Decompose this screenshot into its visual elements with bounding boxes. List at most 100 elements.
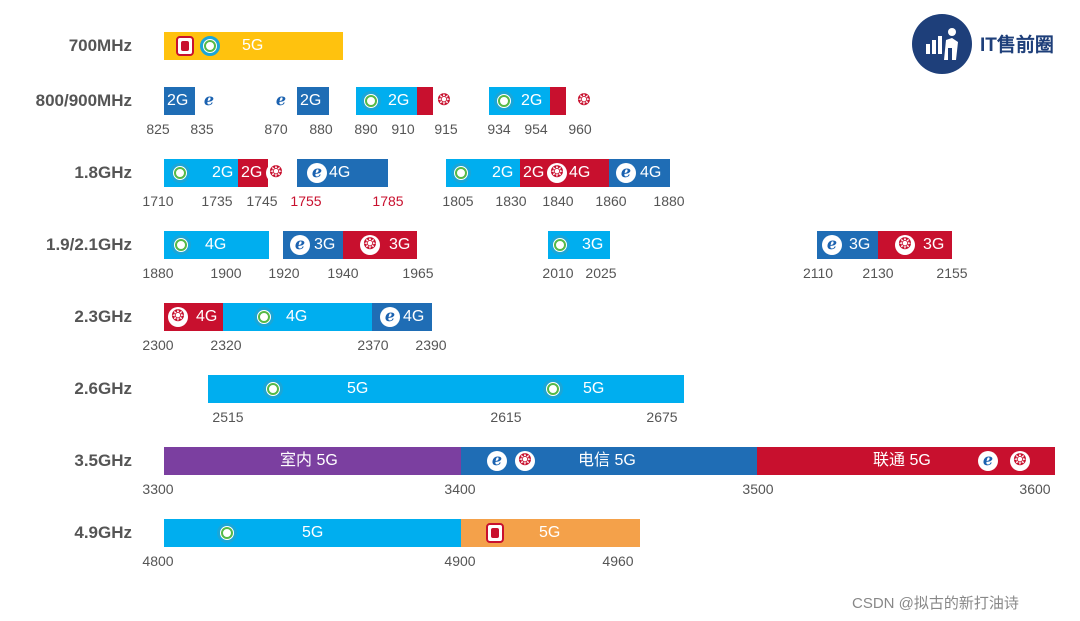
band-segment[interactable]: 4G	[297, 159, 388, 187]
unicom-icon	[168, 307, 188, 327]
frequency-tick: 960	[568, 121, 592, 137]
frequency-tick: 915	[434, 121, 458, 137]
band-label: 1.8GHz	[74, 163, 132, 182]
band-segment[interactable]: 5G	[164, 32, 343, 60]
unicom-icon	[547, 163, 567, 183]
frequency-tick: 3300	[142, 481, 174, 497]
band-segment[interactable]: 2G	[164, 87, 195, 115]
band-segment[interactable]: 4G	[164, 303, 223, 331]
segment-label: 4G	[640, 164, 662, 181]
segment-label: 4G	[196, 308, 218, 325]
segment-label: 4G	[205, 236, 227, 253]
band-segment[interactable]: 4G	[164, 231, 269, 259]
segment-label: 联通 5G	[873, 452, 931, 469]
frequency-tick: 1830	[495, 193, 527, 209]
frequency-tick: 870	[264, 121, 288, 137]
frequency-tick: 4800	[142, 553, 174, 569]
telecom-icon	[290, 235, 310, 255]
frequency-tick: 4900	[444, 553, 476, 569]
band-segment[interactable]	[550, 87, 566, 115]
band-segment[interactable]: 2G	[297, 87, 329, 115]
frequency-tick: 3600	[1019, 481, 1051, 497]
band-segment[interactable]: 2G	[356, 87, 417, 115]
segment-label: 5G	[539, 524, 561, 541]
frequency-tick: 1735	[201, 193, 233, 209]
unicom-icon	[895, 235, 915, 255]
band-segment[interactable]: 2G	[238, 159, 286, 187]
band-segment[interactable]: 2G	[164, 159, 238, 187]
frequency-tick: 1745	[246, 193, 278, 209]
segment-label: 2G	[212, 164, 234, 181]
frequency-tick: 2130	[862, 265, 894, 281]
frequency-tick: 1880	[142, 265, 174, 281]
logo-icon	[912, 14, 972, 74]
band-segment[interactable]: 5G	[461, 519, 640, 547]
frequency-tick: 1880	[653, 193, 685, 209]
segment-label: 4G	[569, 164, 591, 181]
telecom-icon	[616, 163, 636, 183]
segment-label: 4G	[403, 308, 425, 325]
frequency-tick: 1965	[402, 265, 434, 281]
frequency-tick: 2370	[357, 337, 389, 353]
band-segment[interactable]: 室内 5G	[164, 447, 461, 475]
frequency-tick: 835	[190, 121, 214, 137]
frequency-tick: 1710	[142, 193, 174, 209]
band-segment[interactable]: 2G	[520, 159, 550, 187]
frequency-tick: 2025	[585, 265, 617, 281]
unicom-icon	[1010, 451, 1030, 471]
telecom-icon	[380, 307, 400, 327]
segment-label: 室内 5G	[280, 452, 338, 469]
frequency-tick: 1860	[595, 193, 627, 209]
watermark: CSDN @拟古的新打油诗	[852, 595, 1019, 612]
segment-label: 3G	[314, 236, 336, 253]
unicom-icon	[360, 235, 380, 255]
band-label: 2.6GHz	[74, 379, 132, 398]
frequency-tick: 880	[309, 121, 333, 137]
telecom-icon	[822, 235, 842, 255]
frequency-tick: 2390	[415, 337, 447, 353]
frequency-tick: 954	[524, 121, 548, 137]
segment-label: 5G	[242, 37, 264, 54]
band-segment[interactable]: 3G	[817, 231, 878, 259]
telecom-icon	[271, 91, 291, 111]
unicom-icon	[266, 163, 286, 183]
unicom-icon	[574, 91, 594, 111]
frequency-tick: 1940	[327, 265, 359, 281]
mobile-icon	[217, 523, 237, 543]
band-segment[interactable]: 4G	[372, 303, 432, 331]
band-segment[interactable]: 4G	[609, 159, 670, 187]
frequency-tick: 2515	[212, 409, 244, 425]
telecom-icon	[307, 163, 327, 183]
mobile-icon	[543, 379, 563, 399]
band-segment[interactable]: 4G	[547, 159, 609, 187]
logo-text: IT售前圈	[980, 35, 1054, 56]
frequency-tick: 2300	[142, 337, 174, 353]
band-segment[interactable]: 5G	[208, 375, 506, 403]
band-segment[interactable]: 5G	[506, 375, 684, 403]
band-segment[interactable]: 2G	[446, 159, 520, 187]
segment-label: 3G	[582, 236, 604, 253]
segment-label: 5G	[302, 524, 324, 541]
frequency-tick: 2110	[802, 265, 834, 281]
band-segment[interactable]	[417, 87, 433, 115]
broadnet-icon	[176, 36, 194, 56]
band-segment[interactable]: 联通 5G	[757, 447, 1055, 475]
frequency-tick: 1840	[542, 193, 574, 209]
band-segment[interactable]: 3G	[343, 231, 417, 259]
frequency-tick: 3500	[742, 481, 774, 497]
band-segment[interactable]: 2G	[489, 87, 550, 115]
segment-label: 电信 5G	[578, 452, 636, 469]
frequency-tick: 1900	[210, 265, 242, 281]
band-segment[interactable]: 3G	[548, 231, 610, 259]
band-segment[interactable]: 电信 5G	[461, 447, 757, 475]
frequency-tick: 1920	[268, 265, 300, 281]
band-segment[interactable]: 5G	[164, 519, 461, 547]
segment-label: 2G	[523, 164, 545, 181]
band-segment[interactable]: 3G	[878, 231, 952, 259]
mobile-icon	[170, 163, 190, 183]
frequency-tick: 4960	[602, 553, 634, 569]
band-label: 1.9/2.1GHz	[46, 235, 132, 254]
band-segment[interactable]: 3G	[283, 231, 343, 259]
segment-label: 4G	[329, 164, 351, 181]
band-segment[interactable]: 4G	[223, 303, 372, 331]
